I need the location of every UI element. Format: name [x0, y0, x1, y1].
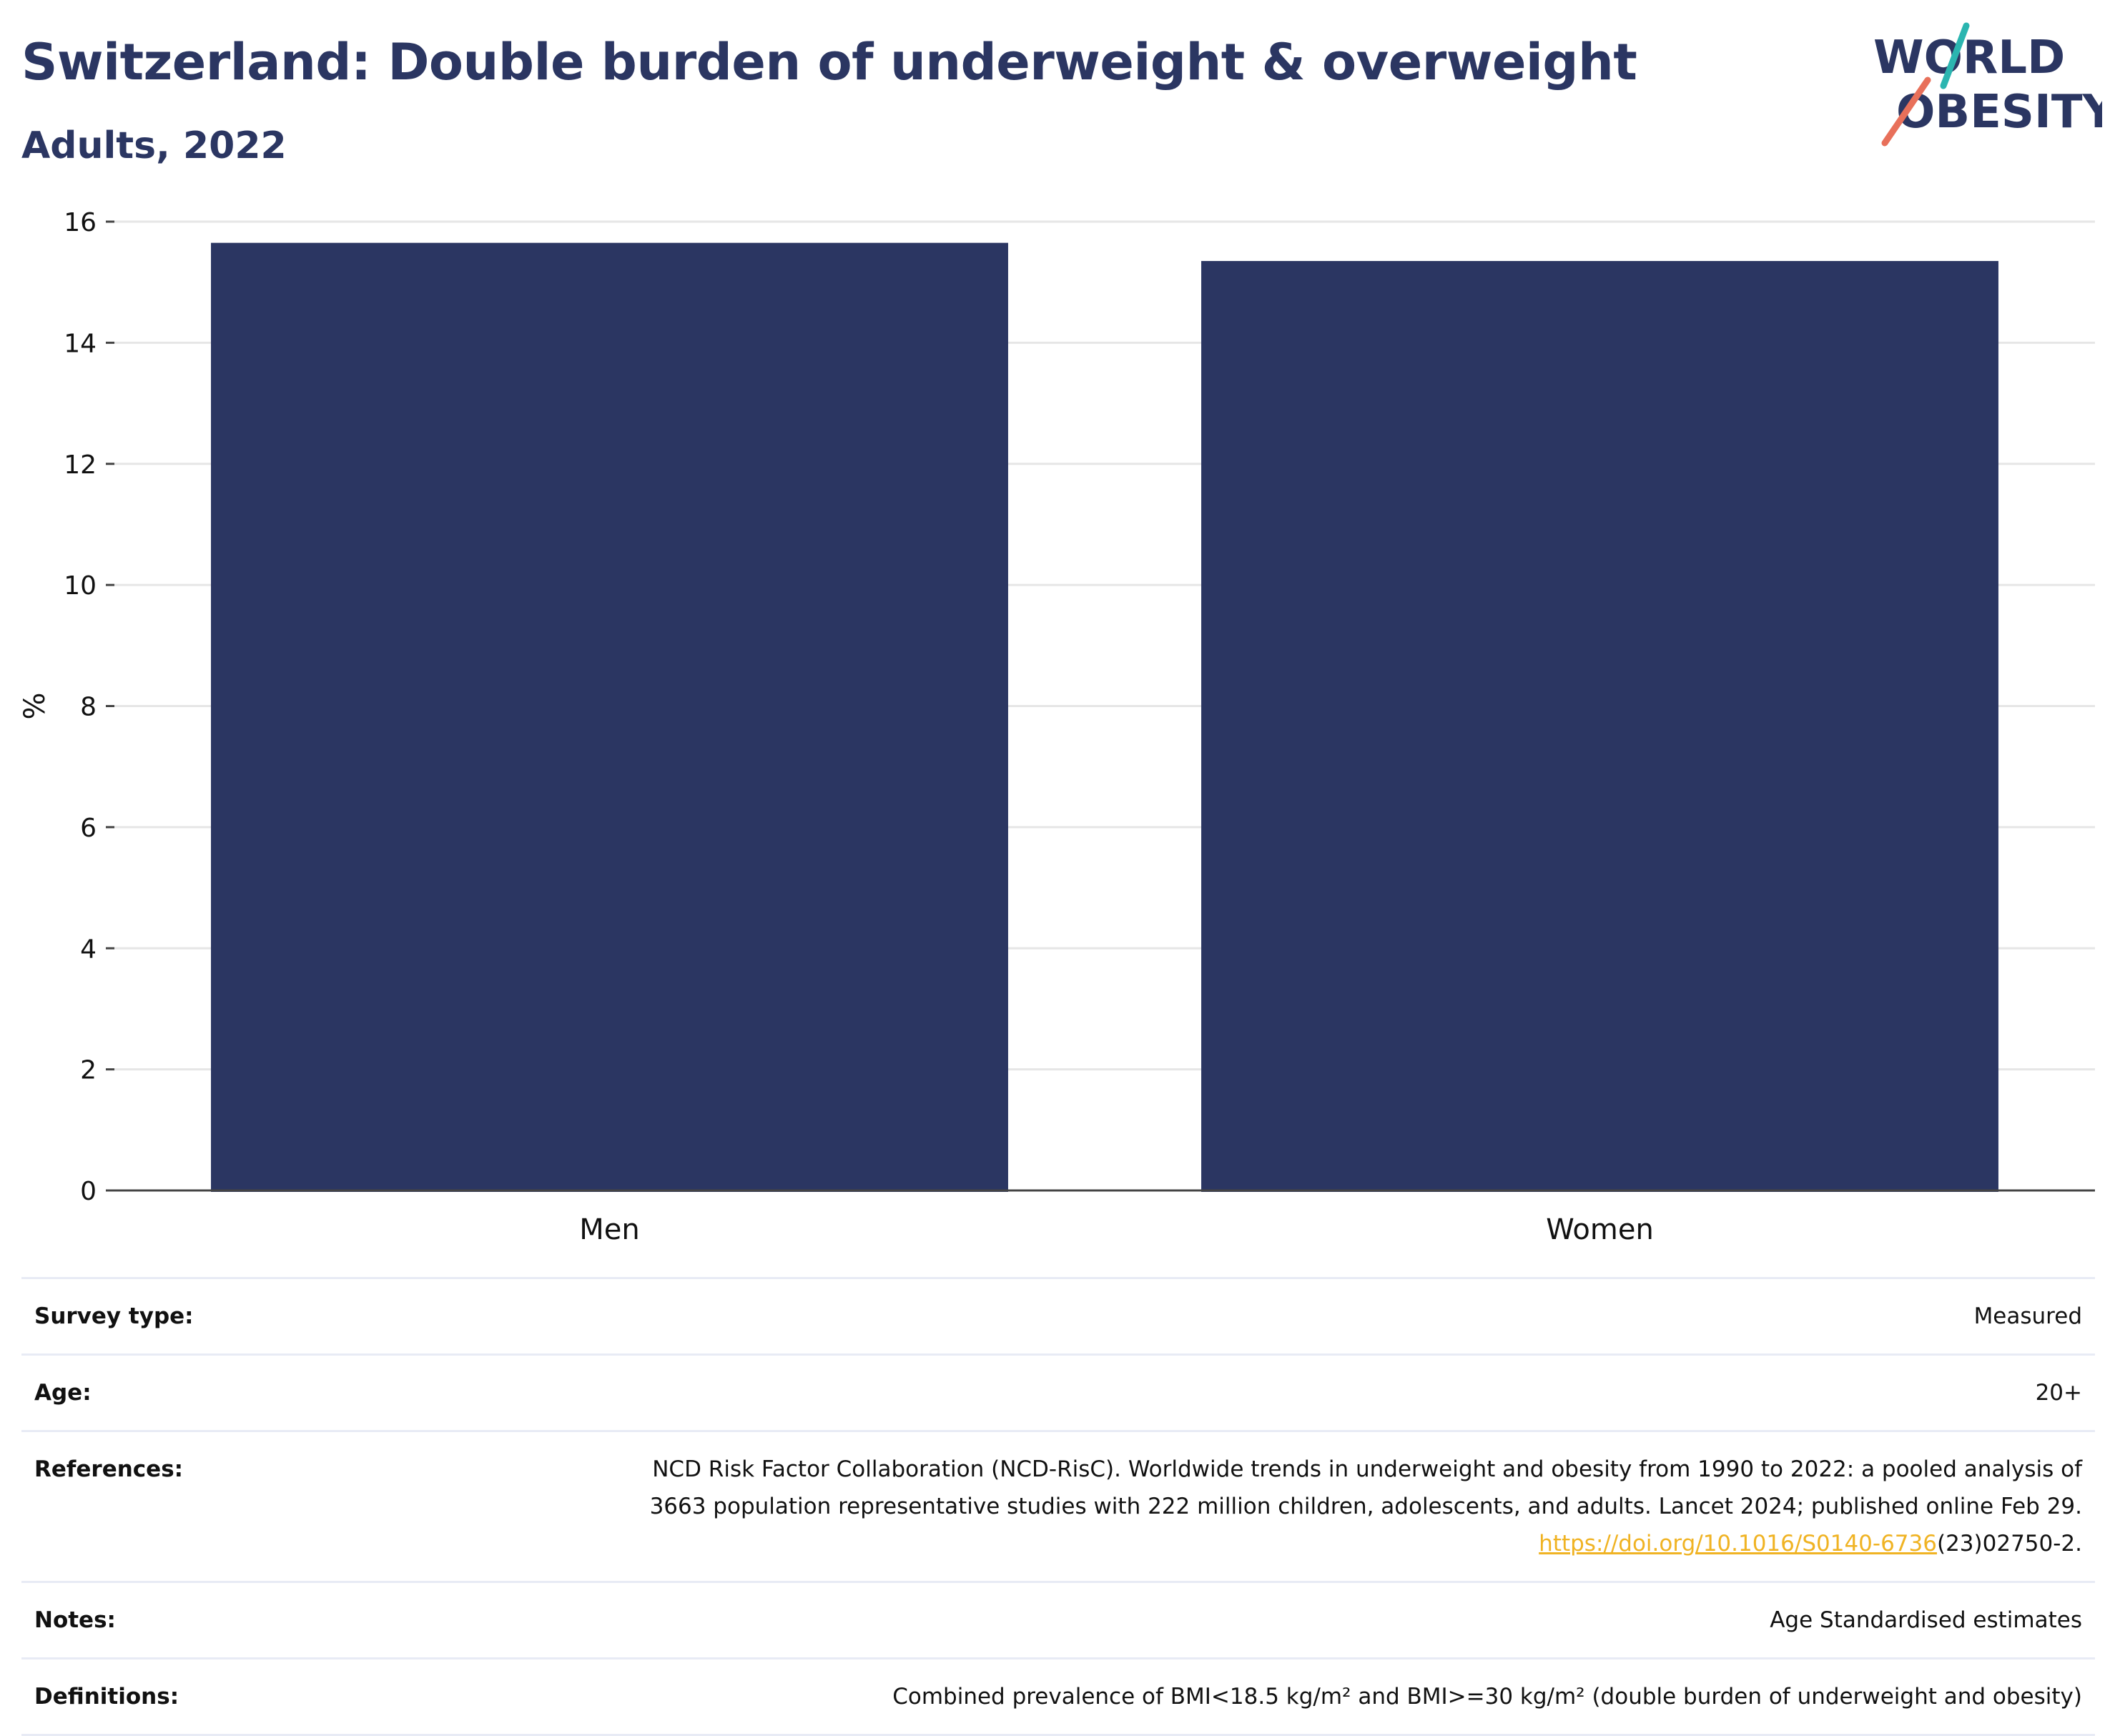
references-line-3: https://doi.org/10.1016/S0140-6736(23)02…: [650, 1525, 2082, 1562]
survey-type-label: Survey type:: [34, 1303, 194, 1329]
y-tick-label: 8: [80, 693, 97, 722]
references-label: References:: [34, 1456, 184, 1482]
metadata-table: Survey type: Measured Age: 20+ Reference…: [21, 1277, 2095, 1736]
age-label: Age:: [34, 1380, 92, 1406]
logo-slash-teal: [1940, 22, 1970, 89]
definitions-row: Definitions: Combined prevalence of BMI<…: [21, 1659, 2095, 1736]
doi-suffix: (23)02750-2.: [1936, 1531, 2082, 1557]
x-tick-label: Women: [1546, 1213, 1654, 1246]
notes-row: Notes: Age Standardised estimates: [21, 1583, 2095, 1659]
y-tick-labels: 0 2 4 6 8 10 12 14 16: [64, 208, 114, 1206]
references-row: References: NCD Risk Factor Collaboratio…: [21, 1432, 2095, 1583]
bar-chart: 0 2 4 6 8 10 12 14 16 Men Women %: [19, 208, 2095, 1246]
world-obesity-logo: WORLD OBESITY: [1873, 22, 2102, 147]
age-row: Age: 20+: [21, 1356, 2095, 1432]
bar-men[interactable]: [211, 242, 1008, 1192]
logo-word-world: WORLD: [1873, 31, 2065, 84]
x-tick-labels: Men Women: [579, 1213, 1654, 1246]
chart-subtitle: Adults, 2022: [21, 124, 287, 167]
chart-title: Switzerland: Double burden of underweigh…: [21, 33, 1637, 92]
y-tick-label: 2: [80, 1056, 97, 1085]
references-line-2: 3663 population representative studies w…: [649, 1494, 2082, 1519]
logo-slash-coral: [1881, 77, 1931, 147]
references-line-1: NCD Risk Factor Collaboration (NCD-RisC)…: [652, 1456, 2082, 1482]
notes-value: Age Standardised estimates: [1770, 1607, 2082, 1633]
y-tick-label: 12: [64, 450, 97, 480]
y-tick-label: 16: [64, 208, 97, 237]
y-tick-label: 14: [64, 329, 97, 358]
definitions-value: Combined prevalence of BMI<18.5 kg/m² an…: [892, 1684, 2082, 1710]
x-tick-label: Men: [579, 1213, 639, 1246]
y-tick-label: 10: [64, 571, 97, 601]
doi-link[interactable]: https://doi.org/10.1016/S0140-6736: [1539, 1531, 1937, 1557]
bars: [211, 242, 1998, 1192]
bar-women[interactable]: [1201, 261, 1998, 1192]
y-axis-title: %: [19, 692, 51, 719]
survey-type-value: Measured: [1973, 1303, 2082, 1329]
y-tick-label: 0: [80, 1177, 97, 1206]
logo-word-obesity: OBESITY: [1896, 86, 2102, 139]
y-tick-label: 6: [80, 814, 97, 843]
definitions-label: Definitions:: [34, 1684, 179, 1710]
references-value: NCD Risk Factor Collaboration (NCD-RisC)…: [650, 1451, 2082, 1562]
y-tick-label: 4: [80, 934, 97, 964]
age-value: 20+: [2035, 1380, 2082, 1406]
notes-label: Notes:: [34, 1607, 116, 1633]
survey-type-row: Survey type: Measured: [21, 1277, 2095, 1356]
